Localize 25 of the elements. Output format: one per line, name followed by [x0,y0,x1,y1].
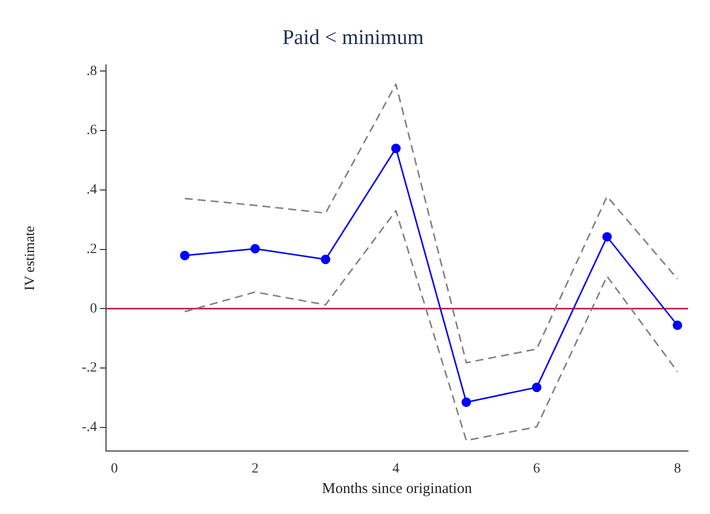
point [391,144,401,154]
point [462,397,472,407]
y-tick-label: -.4 [82,420,97,436]
y-axis-title: IV estimate [23,226,38,291]
x-tick-label: 6 [533,461,540,476]
x-axis-title: Months since origination [322,480,472,497]
y-tick-label: .6 [86,123,97,138]
point [180,250,190,260]
y-tick-label: .8 [86,64,97,79]
point [250,244,260,254]
y-tick-label: -.2 [82,360,97,376]
y-tick-label: 0 [90,301,97,316]
x-tick-label: 0 [110,461,118,476]
x-tick-label: 2 [252,461,259,476]
x-tick-label: 4 [392,461,400,476]
point [320,254,330,264]
point [602,232,612,242]
line-series [184,83,678,364]
x-tick-label: 8 [674,461,681,476]
point [672,320,682,330]
point [532,382,542,392]
chart-title: Paid < minimum [282,25,424,50]
y-tick-label: .4 [86,182,97,198]
y-tick-label: .2 [86,242,97,257]
line-series [184,210,678,442]
